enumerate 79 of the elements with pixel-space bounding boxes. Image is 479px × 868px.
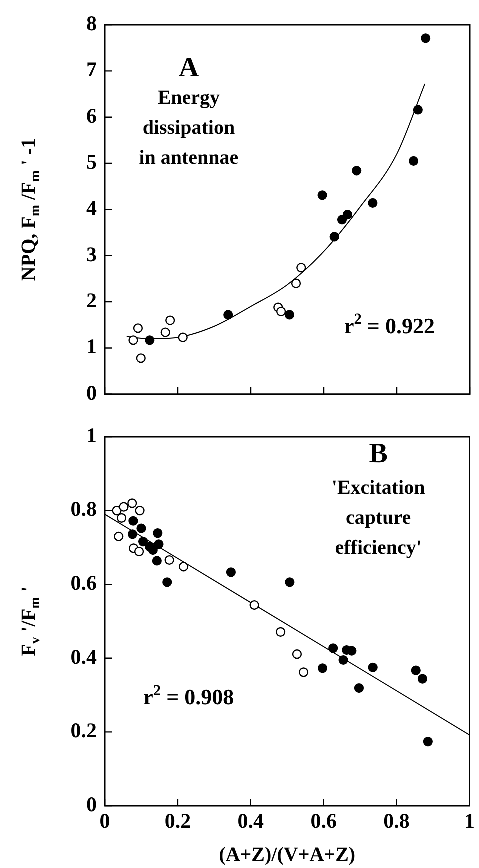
point bbox=[352, 166, 362, 176]
y-tick-label: 4 bbox=[86, 196, 98, 220]
y-tick-label: 0.6 bbox=[70, 571, 97, 596]
point bbox=[338, 655, 348, 666]
y-tick-label: 1 bbox=[86, 334, 97, 359]
y-tick-label: 0.2 bbox=[70, 718, 97, 743]
point bbox=[136, 354, 146, 364]
point bbox=[138, 536, 148, 547]
point bbox=[330, 232, 340, 242]
x-tick-label: 0.8 bbox=[384, 809, 410, 834]
point bbox=[145, 336, 155, 346]
point bbox=[342, 210, 353, 220]
y-axis-title: Fv '/Fm ' bbox=[18, 586, 44, 656]
point bbox=[136, 524, 146, 534]
point bbox=[224, 310, 234, 320]
y-tick-label: 7 bbox=[86, 58, 97, 82]
point bbox=[318, 664, 328, 674]
point bbox=[226, 568, 236, 578]
point bbox=[128, 498, 138, 508]
point bbox=[250, 600, 260, 610]
point bbox=[134, 546, 144, 557]
point bbox=[408, 156, 419, 166]
point bbox=[276, 306, 286, 317]
y-tick-label: 0.8 bbox=[70, 497, 97, 522]
point bbox=[328, 644, 338, 654]
point bbox=[318, 190, 328, 200]
point bbox=[421, 34, 431, 44]
x-tick-label: 0.2 bbox=[164, 809, 192, 834]
point bbox=[291, 278, 302, 288]
point bbox=[178, 562, 189, 572]
point bbox=[347, 646, 357, 656]
point bbox=[411, 666, 421, 676]
point bbox=[148, 545, 158, 556]
point bbox=[166, 316, 176, 326]
y-tick-label: 5 bbox=[86, 150, 97, 174]
point bbox=[128, 530, 138, 540]
point bbox=[133, 324, 144, 334]
point bbox=[154, 540, 164, 550]
point bbox=[119, 502, 129, 512]
point bbox=[413, 105, 423, 115]
point bbox=[164, 555, 174, 566]
point bbox=[368, 198, 378, 208]
point bbox=[298, 668, 309, 678]
point bbox=[114, 532, 124, 542]
point bbox=[423, 736, 433, 747]
point bbox=[276, 627, 286, 637]
x-tick-label: 0.6 bbox=[310, 809, 337, 834]
point bbox=[162, 578, 172, 588]
y-tick-label: 2 bbox=[86, 288, 97, 312]
point bbox=[152, 556, 162, 566]
point bbox=[354, 683, 364, 694]
x-tick-label: 0.4 bbox=[238, 809, 265, 834]
point bbox=[178, 332, 188, 342]
point bbox=[418, 674, 428, 684]
point bbox=[296, 263, 306, 273]
point bbox=[128, 336, 138, 346]
annotation: B bbox=[369, 438, 388, 470]
y-tick-label: 1 bbox=[86, 423, 97, 448]
point bbox=[153, 528, 163, 538]
annotation: Energy dissipation in antennae bbox=[139, 87, 239, 170]
point bbox=[284, 310, 294, 320]
point bbox=[160, 328, 170, 338]
point bbox=[368, 662, 378, 672]
point bbox=[292, 650, 302, 660]
y-tick-label: 6 bbox=[86, 104, 97, 128]
point bbox=[116, 513, 127, 523]
y-tick-label: 0 bbox=[86, 792, 97, 816]
point bbox=[128, 516, 138, 526]
point bbox=[135, 506, 145, 516]
x-axis-title: (A+Z)/(V+A+Z) bbox=[219, 844, 356, 866]
point bbox=[285, 578, 295, 588]
x-tick-label: 1 bbox=[464, 809, 475, 834]
y-tick-label: 8 bbox=[86, 11, 97, 36]
y-tick-label: 3 bbox=[86, 242, 97, 266]
y-axis-title: NPQ, Fm /Fm ' -1 bbox=[18, 138, 44, 282]
annotation: A bbox=[178, 52, 200, 84]
annotation: 'Excitation capture efficiency' bbox=[332, 476, 426, 559]
y-tick-label: 0 bbox=[86, 380, 97, 405]
y-tick-label: 0.4 bbox=[70, 644, 98, 669]
